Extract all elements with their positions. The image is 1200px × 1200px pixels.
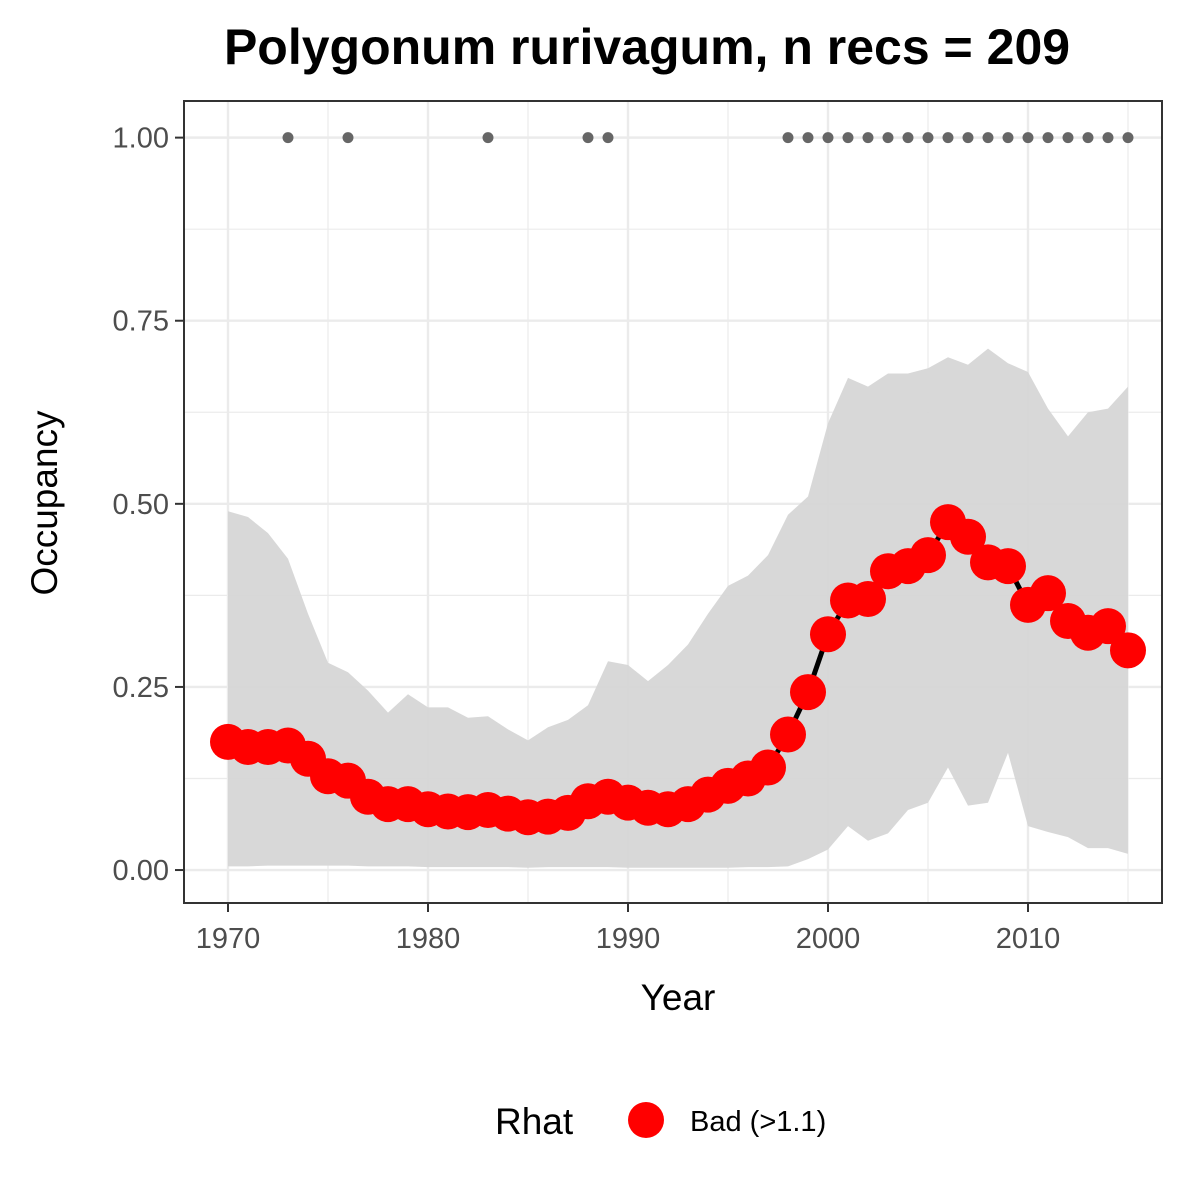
record-point <box>922 132 934 144</box>
data-point <box>1030 575 1066 612</box>
x-tick-label: 1970 <box>196 923 261 955</box>
data-point <box>1090 608 1126 645</box>
record-point <box>582 132 594 144</box>
y-axis-title: Occupancy <box>24 410 65 596</box>
y-tick-label: 0.50 <box>113 489 169 521</box>
data-point <box>790 674 826 711</box>
x-axis-title: Year <box>641 977 716 1018</box>
x-tick-label: 2000 <box>796 923 861 955</box>
record-point <box>282 132 294 144</box>
record-point <box>602 132 614 144</box>
data-point <box>1110 632 1146 669</box>
credible-interval-band <box>228 348 1128 868</box>
data-point <box>990 548 1026 585</box>
legend-key-bad <box>628 1102 664 1138</box>
y-tick-label: 1.00 <box>113 123 169 155</box>
x-axis: 1970 1980 1990 2000 2010 <box>196 903 1061 955</box>
occupancy-points <box>210 504 1146 836</box>
data-point <box>850 581 886 618</box>
record-point <box>882 132 894 144</box>
data-point <box>810 616 846 653</box>
legend-title: Rhat <box>495 1101 574 1142</box>
record-point <box>802 132 814 144</box>
y-tick-label: 0.00 <box>113 855 169 887</box>
record-point <box>1002 132 1014 144</box>
record-point <box>1042 132 1054 144</box>
record-point <box>842 132 854 144</box>
panel-border <box>183 100 1163 904</box>
record-point <box>342 132 354 144</box>
record-point <box>902 132 914 144</box>
y-tick-label: 0.75 <box>113 306 169 338</box>
y-tick-label: 0.25 <box>113 672 169 704</box>
credible-interval-ribbon <box>228 348 1128 868</box>
data-point <box>910 537 946 574</box>
y-axis: 0.00 0.25 0.50 0.75 1.00 <box>113 123 184 887</box>
record-point <box>1122 132 1134 144</box>
x-tick-label: 1990 <box>596 923 661 955</box>
x-tick-label: 1980 <box>396 923 461 955</box>
record-point <box>1022 132 1034 144</box>
record-point <box>1102 132 1114 144</box>
chart-title: Polygonum rurivagum, n recs = 209 <box>224 19 1070 75</box>
legend: Rhat Bad (>1.1) <box>495 1101 826 1142</box>
x-tick-label: 2010 <box>996 923 1061 955</box>
record-point <box>942 132 954 144</box>
record-point <box>782 132 794 144</box>
legend-label-bad: Bad (>1.1) <box>690 1106 826 1138</box>
data-point <box>950 518 986 555</box>
record-point <box>1082 132 1094 144</box>
record-point <box>982 132 994 144</box>
record-point <box>822 132 834 144</box>
data-point <box>750 749 786 786</box>
record-point <box>862 132 874 144</box>
record-point <box>962 132 974 144</box>
record-point <box>1062 132 1074 144</box>
record-point <box>482 132 494 144</box>
data-point <box>770 716 806 753</box>
record-points <box>282 132 1134 144</box>
